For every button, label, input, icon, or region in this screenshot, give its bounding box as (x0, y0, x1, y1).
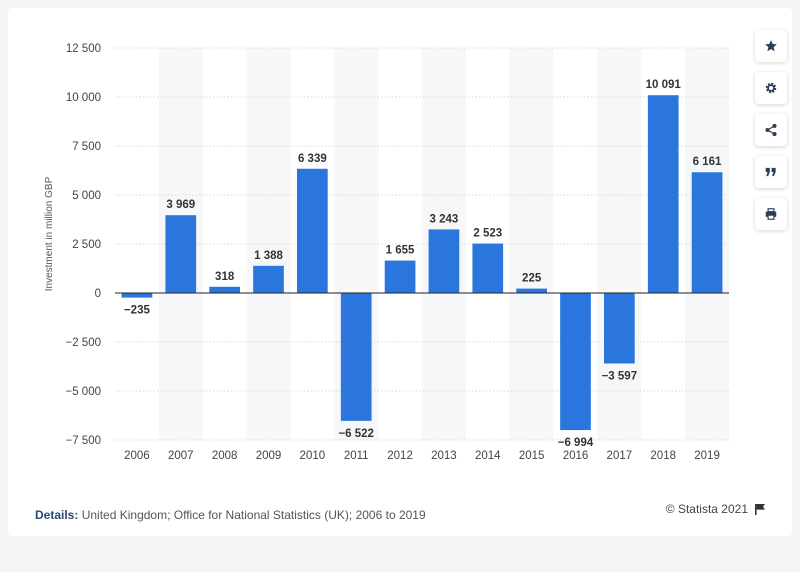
details-value: United Kingdom; Office for National Stat… (81, 508, 426, 522)
x-tick-label: 2008 (212, 450, 238, 462)
data-label: 318 (215, 271, 235, 283)
bar-2019[interactable] (691, 172, 723, 293)
x-tick-label: 2015 (519, 450, 545, 462)
x-tick-label: 2011 (344, 450, 369, 462)
y-tick-label: −2 500 (66, 337, 102, 349)
data-label: 2 523 (473, 228, 502, 240)
data-label: −235 (124, 305, 151, 317)
y-tick-label: 12 500 (66, 43, 101, 55)
bar-2017[interactable] (604, 293, 635, 364)
x-tick-label: 2010 (300, 450, 326, 462)
y-tick-label: 7 500 (72, 141, 101, 153)
y-tick-label: −7 500 (66, 435, 102, 447)
bar-2008[interactable] (209, 286, 240, 293)
cite-button[interactable] (755, 156, 787, 188)
bar-2012[interactable] (384, 260, 416, 293)
details-label: Details: (35, 508, 79, 522)
bar-2018[interactable] (647, 95, 679, 293)
data-label: 225 (522, 273, 542, 285)
share-button[interactable] (755, 114, 787, 146)
x-tick-label: 2016 (563, 450, 589, 462)
x-tick-label: 2017 (607, 450, 633, 462)
print-button[interactable] (755, 198, 787, 230)
gear-icon (765, 82, 777, 94)
settings-button[interactable] (755, 72, 787, 104)
toolbar (755, 30, 787, 240)
data-label: 10 091 (646, 79, 682, 91)
x-tick-label: 2007 (168, 450, 194, 462)
bar-2009[interactable] (253, 265, 284, 293)
x-tick-label: 2009 (256, 450, 282, 462)
y-tick-label: 0 (95, 288, 101, 300)
print-icon (765, 208, 777, 220)
y-tick-label: −5 000 (66, 386, 102, 398)
data-label: −3 597 (602, 371, 638, 383)
copyright-text: © Statista 2021 (665, 502, 748, 516)
x-tick-label: 2012 (387, 450, 413, 462)
bar-2006[interactable] (121, 293, 153, 298)
data-label: 6 161 (693, 156, 722, 168)
y-tick-label: 2 500 (72, 239, 101, 251)
bar-2014[interactable] (472, 243, 504, 293)
star-icon (765, 40, 777, 52)
data-label: 6 339 (298, 153, 327, 165)
bar-2015[interactable] (516, 288, 547, 293)
favorite-button[interactable] (755, 30, 787, 62)
data-label: −6 522 (338, 428, 374, 440)
details-text: Details: United Kingdom; Office for Nati… (35, 508, 426, 522)
data-label: 3 243 (430, 213, 459, 225)
data-label: 3 969 (166, 199, 195, 211)
x-tick-label: 2014 (475, 450, 501, 462)
y-axis-title: Investment in million GBP (44, 176, 55, 291)
y-tick-label: 5 000 (72, 190, 101, 202)
y-tick-label: 10 000 (66, 92, 101, 104)
data-label: 1 388 (254, 250, 283, 262)
data-label: 1 655 (386, 245, 415, 257)
copyright-area[interactable]: © Statista 2021 (666, 502, 766, 516)
chart-card: −7 500 −5 000 −2 500 0 2 500 5 000 7 500 10 000… (8, 8, 792, 536)
bar-2011[interactable] (340, 293, 372, 421)
x-tick-label: 2019 (694, 450, 720, 462)
bar-2007[interactable] (165, 215, 197, 293)
x-tick-label: 2006 (124, 450, 150, 462)
data-label: −6 994 (558, 437, 594, 449)
bar-2013[interactable] (428, 229, 460, 293)
share-icon (765, 123, 777, 137)
x-tick-label: 2018 (650, 450, 676, 462)
bar-2010[interactable] (297, 168, 328, 293)
bar-2016[interactable] (560, 293, 591, 431)
flag-icon (755, 504, 765, 515)
quote-icon (765, 167, 776, 177)
x-tick-label: 2013 (431, 450, 457, 462)
bar-chart: −7 500 −5 000 −2 500 0 2 500 5 000 7 500 10 000… (44, 43, 729, 462)
